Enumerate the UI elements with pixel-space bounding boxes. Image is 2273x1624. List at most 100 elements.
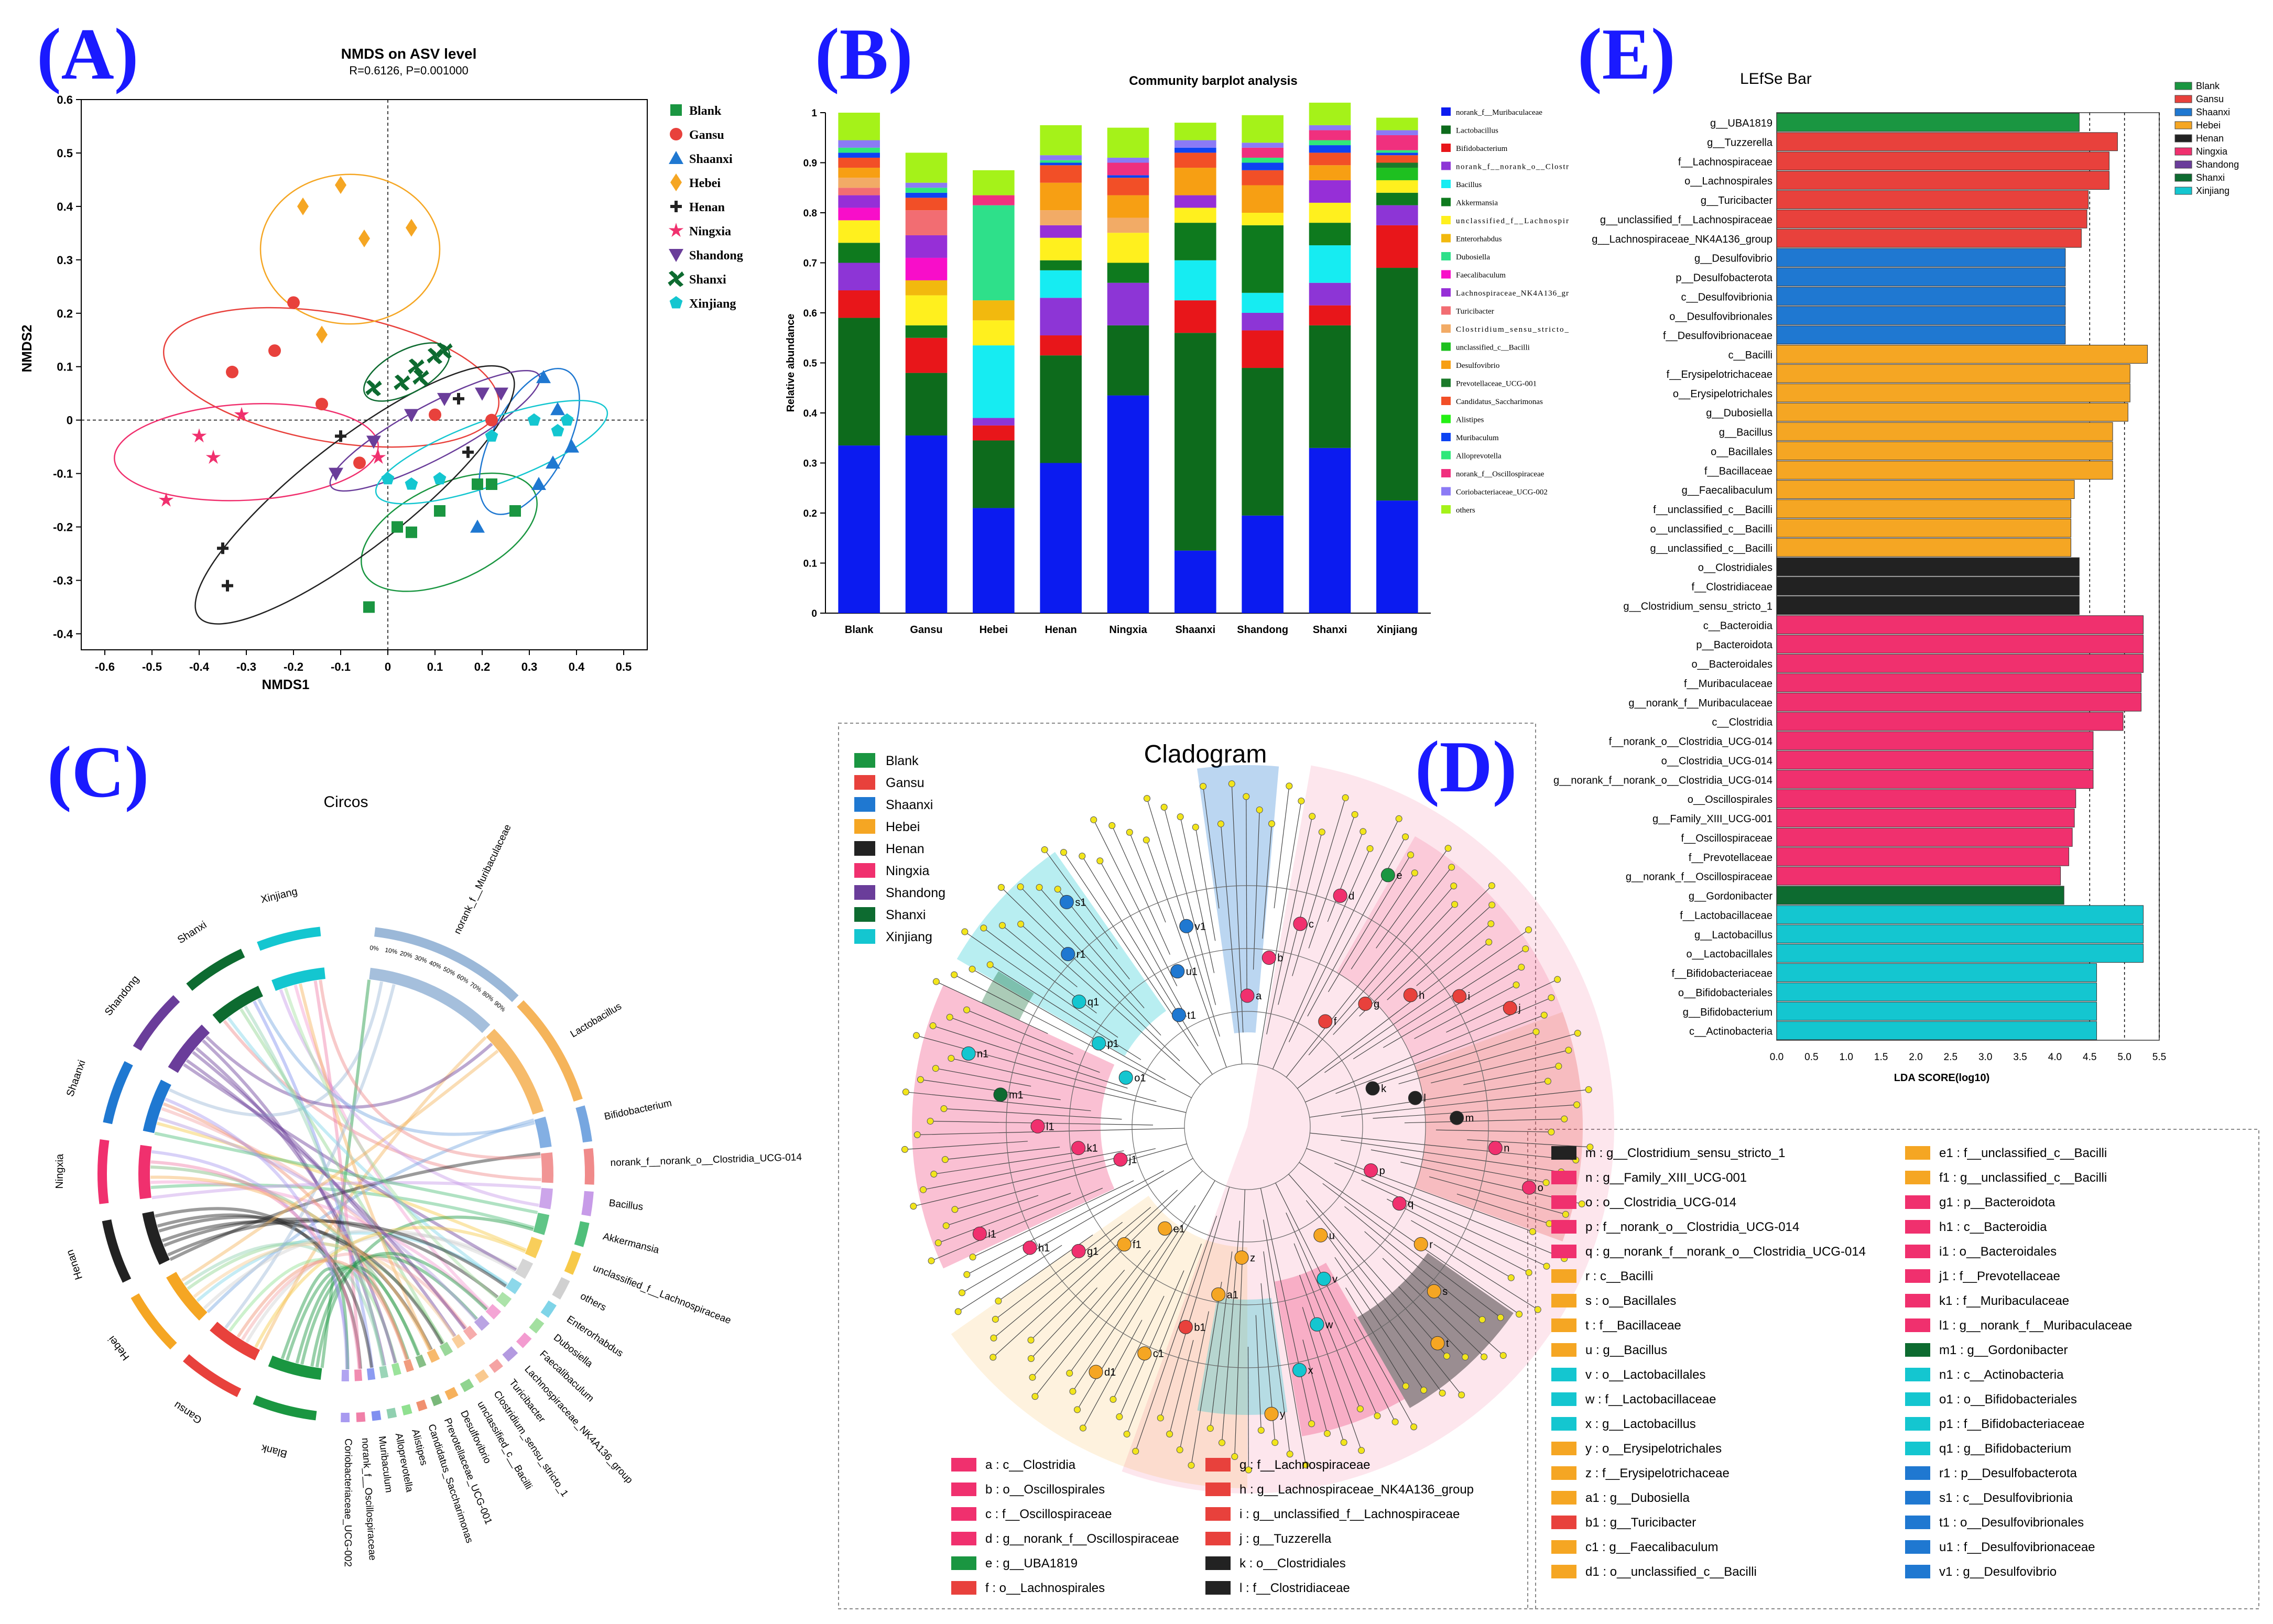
lefse-bar-label: o__Clostridia_UCG-014 <box>1661 755 1772 767</box>
clade-leaf-node <box>1079 1424 1086 1432</box>
lefse-bar <box>1776 712 2124 731</box>
clade-node <box>1427 1284 1441 1299</box>
lefse-xtick-label: 5.0 <box>2117 1052 2131 1063</box>
cladogram-key-label: k : o__Clostridiales <box>1239 1556 1346 1571</box>
clade-branch <box>920 1079 1061 1100</box>
clade-branch <box>1299 1274 1362 1451</box>
bar-segment <box>905 435 948 613</box>
clade-leaf-node <box>1271 1439 1279 1446</box>
cladogram-legend-label: Shaanxi <box>886 798 933 812</box>
lefse-bar-label: o__unclassified_c__Bacilli <box>1650 524 1772 535</box>
cladogram-legend-swatch <box>854 907 875 922</box>
clade-branch <box>1321 1228 1443 1393</box>
clade-leaf-node <box>1090 816 1097 823</box>
cladogram-key-label: l : f__Clostridiaceae <box>1239 1581 1350 1595</box>
bar-segment <box>1309 448 1351 613</box>
bar-segment <box>1174 195 1216 208</box>
barplot-legend: norank_f__Muribaculaceae Lactobacillus Bif… <box>1441 107 1569 515</box>
circos-taxon-inner-arc <box>505 1278 522 1294</box>
circos-chord <box>295 1265 420 1364</box>
bar-segment <box>1309 325 1351 448</box>
lefse-bar <box>1776 886 2064 905</box>
circos-taxon-arc <box>575 1105 592 1143</box>
cladogram-key-swatch <box>1905 1417 1930 1431</box>
circos-sample-label: Shaanxi <box>64 1059 88 1098</box>
lefse-bar <box>1776 982 2097 1001</box>
lefse-bar-label: g__Faecalibaculum <box>1682 485 1772 496</box>
lefse-xtick-label: 4.5 <box>2083 1052 2096 1063</box>
bar-segment <box>973 425 1015 441</box>
lefse-bar-label: p__Bacteroidota <box>1696 639 1773 651</box>
bar-segment <box>905 198 948 211</box>
barplot-legend-swatch <box>1441 252 1451 260</box>
lefse-bar-label: o__Bacteroidales <box>1691 659 1772 670</box>
clade-node-label: s <box>1442 1286 1448 1298</box>
cladogram-key-label: v : o__Lactobacillales <box>1585 1368 1705 1382</box>
circos-chord <box>192 1051 456 1337</box>
circos-chord <box>150 1180 488 1310</box>
lefse-legend-label: Blank <box>2196 81 2220 91</box>
circos-chord <box>206 1118 535 1313</box>
clade-node <box>1365 1081 1380 1096</box>
clade-node-label: h1 <box>1038 1242 1050 1254</box>
nmds-xtick-label: -0.2 <box>284 660 303 673</box>
clade-node <box>1392 1196 1407 1211</box>
nmds-legend-marker-ningxia <box>668 223 684 237</box>
circos-chord <box>240 1008 444 1345</box>
circos-chord <box>186 1059 466 1330</box>
lefse-legend-swatch <box>2174 121 2192 129</box>
lefse-bar <box>1776 267 2066 287</box>
bar-segment <box>1376 268 1418 501</box>
clade-node-label: l <box>1423 1093 1426 1104</box>
nmds-point-shandong <box>404 409 419 422</box>
clade-node-label: c <box>1309 919 1314 930</box>
clade-sector-clostridia <box>1122 765 1614 1494</box>
circos-scale-label: 20% <box>399 950 414 960</box>
bar-segment <box>1174 152 1216 168</box>
clade-leaf-node <box>1157 1414 1164 1422</box>
cladogram-key-swatch <box>951 1581 976 1595</box>
barplot-legend-label: Enterorhabdus <box>1456 235 1502 244</box>
clade-branch <box>1433 1244 1538 1310</box>
cladogram-key-swatch <box>1205 1483 1231 1496</box>
clade-leaf-node <box>1534 1306 1541 1313</box>
circos-chord <box>280 1267 349 1370</box>
barplot-legend-swatch <box>1441 234 1451 243</box>
clade-branch <box>1293 1243 1361 1409</box>
clade-node <box>1113 1152 1128 1167</box>
barplot-ytick-label: 0.4 <box>803 408 818 419</box>
bar-segment <box>1107 217 1149 233</box>
clade-node-label: j1 <box>1128 1154 1137 1166</box>
bar-segment <box>1107 175 1149 178</box>
panel-letter-b: (B) <box>815 14 913 95</box>
clade-leaf-node <box>1351 811 1358 818</box>
lefse-legend-swatch <box>2174 160 2192 169</box>
nmds-point-henan <box>217 542 229 554</box>
nmds-legend-label: Xinjiang <box>689 297 736 311</box>
bar-segment <box>1107 233 1149 263</box>
cladogram-key-swatch <box>1905 1516 1930 1529</box>
circos-taxon-label: Lactobacillus <box>569 1001 624 1040</box>
clade-node-label: b <box>1277 953 1283 964</box>
clade-branch <box>1414 984 1517 1039</box>
cladogram-key-swatch <box>951 1458 976 1472</box>
circos-taxon-inner-arc <box>515 1258 534 1279</box>
nmds-point-hebei <box>406 219 417 237</box>
clade-leaf-node <box>1578 1200 1585 1207</box>
lefse-bar-label: c__Actinobacteria <box>1689 1026 1773 1038</box>
nmds-point-blank <box>486 478 497 490</box>
bar-segment <box>1107 282 1149 325</box>
circos-taxon-inner-arc <box>496 1292 512 1307</box>
nmds-ytick-label: 0 <box>67 414 73 427</box>
circos-chord <box>310 1252 488 1367</box>
cladogram-key-label: i : g__unclassified_f__Lachnospiraceae <box>1239 1507 1460 1521</box>
clade-branch <box>1302 1339 1328 1434</box>
clade-node <box>1117 1237 1132 1252</box>
bar-segment <box>1040 298 1082 335</box>
circos-taxon-arc <box>444 1387 459 1400</box>
bar-segment <box>1174 208 1216 223</box>
clade-leaf-node <box>1444 845 1452 852</box>
lefse-bar-label: g__Bifidobacterium <box>1683 1007 1772 1018</box>
cladogram-legend-swatch <box>854 863 875 878</box>
clade-node <box>1234 1250 1249 1265</box>
